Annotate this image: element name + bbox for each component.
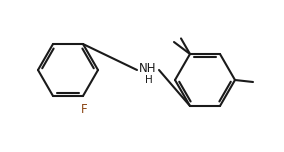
Text: H: H	[145, 75, 153, 85]
Text: NH: NH	[139, 62, 157, 74]
Text: F: F	[81, 103, 87, 116]
